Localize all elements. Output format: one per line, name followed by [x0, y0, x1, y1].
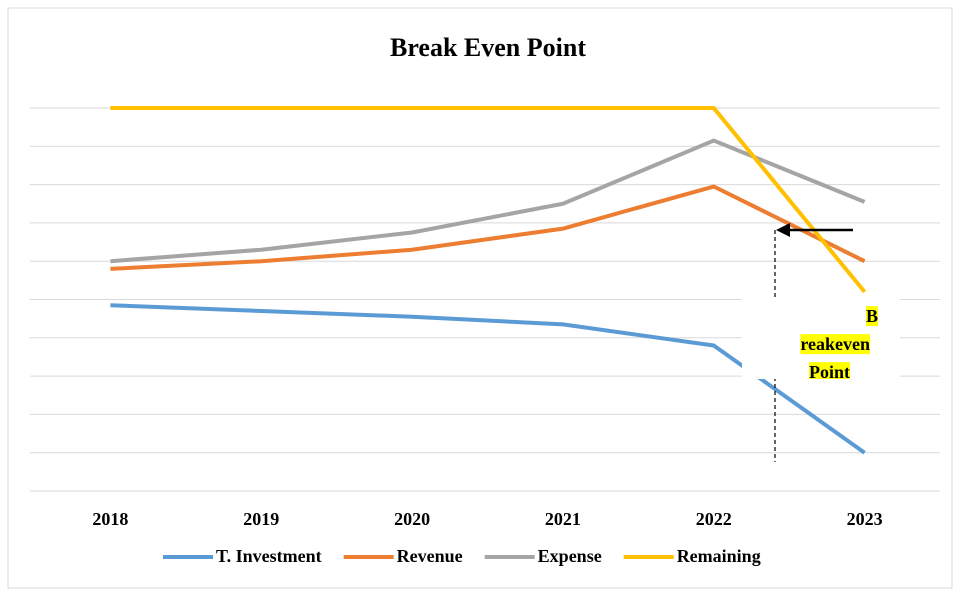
- series-line: [110, 138, 866, 264]
- annotation-highlight: [800, 334, 870, 355]
- annotation-text: Point: [809, 362, 850, 382]
- x-tick-label: 2020: [394, 509, 430, 529]
- x-tick-label: 2022: [696, 509, 732, 529]
- x-tick-label: 2023: [847, 509, 883, 529]
- annotation-arrow-head: [776, 223, 790, 237]
- annotation-highlight: [865, 306, 878, 327]
- series-line: [110, 106, 867, 294]
- chart-title: Break Even Point: [390, 33, 586, 62]
- legend-label: Remaining: [677, 546, 761, 566]
- annotation-highlight: [808, 362, 850, 379]
- legend-label: T. Investment: [216, 546, 322, 566]
- x-tick-label: 2019: [243, 509, 279, 529]
- series-line: [110, 303, 866, 455]
- x-tick-label: 2021: [545, 509, 581, 529]
- legend-label: Revenue: [397, 546, 463, 566]
- annotation-text: B: [866, 306, 878, 326]
- legend-label: Expense: [538, 546, 602, 566]
- x-tick-label: 2018: [92, 509, 128, 529]
- series-line: [110, 184, 866, 271]
- annotation-text: reakeven: [800, 334, 870, 354]
